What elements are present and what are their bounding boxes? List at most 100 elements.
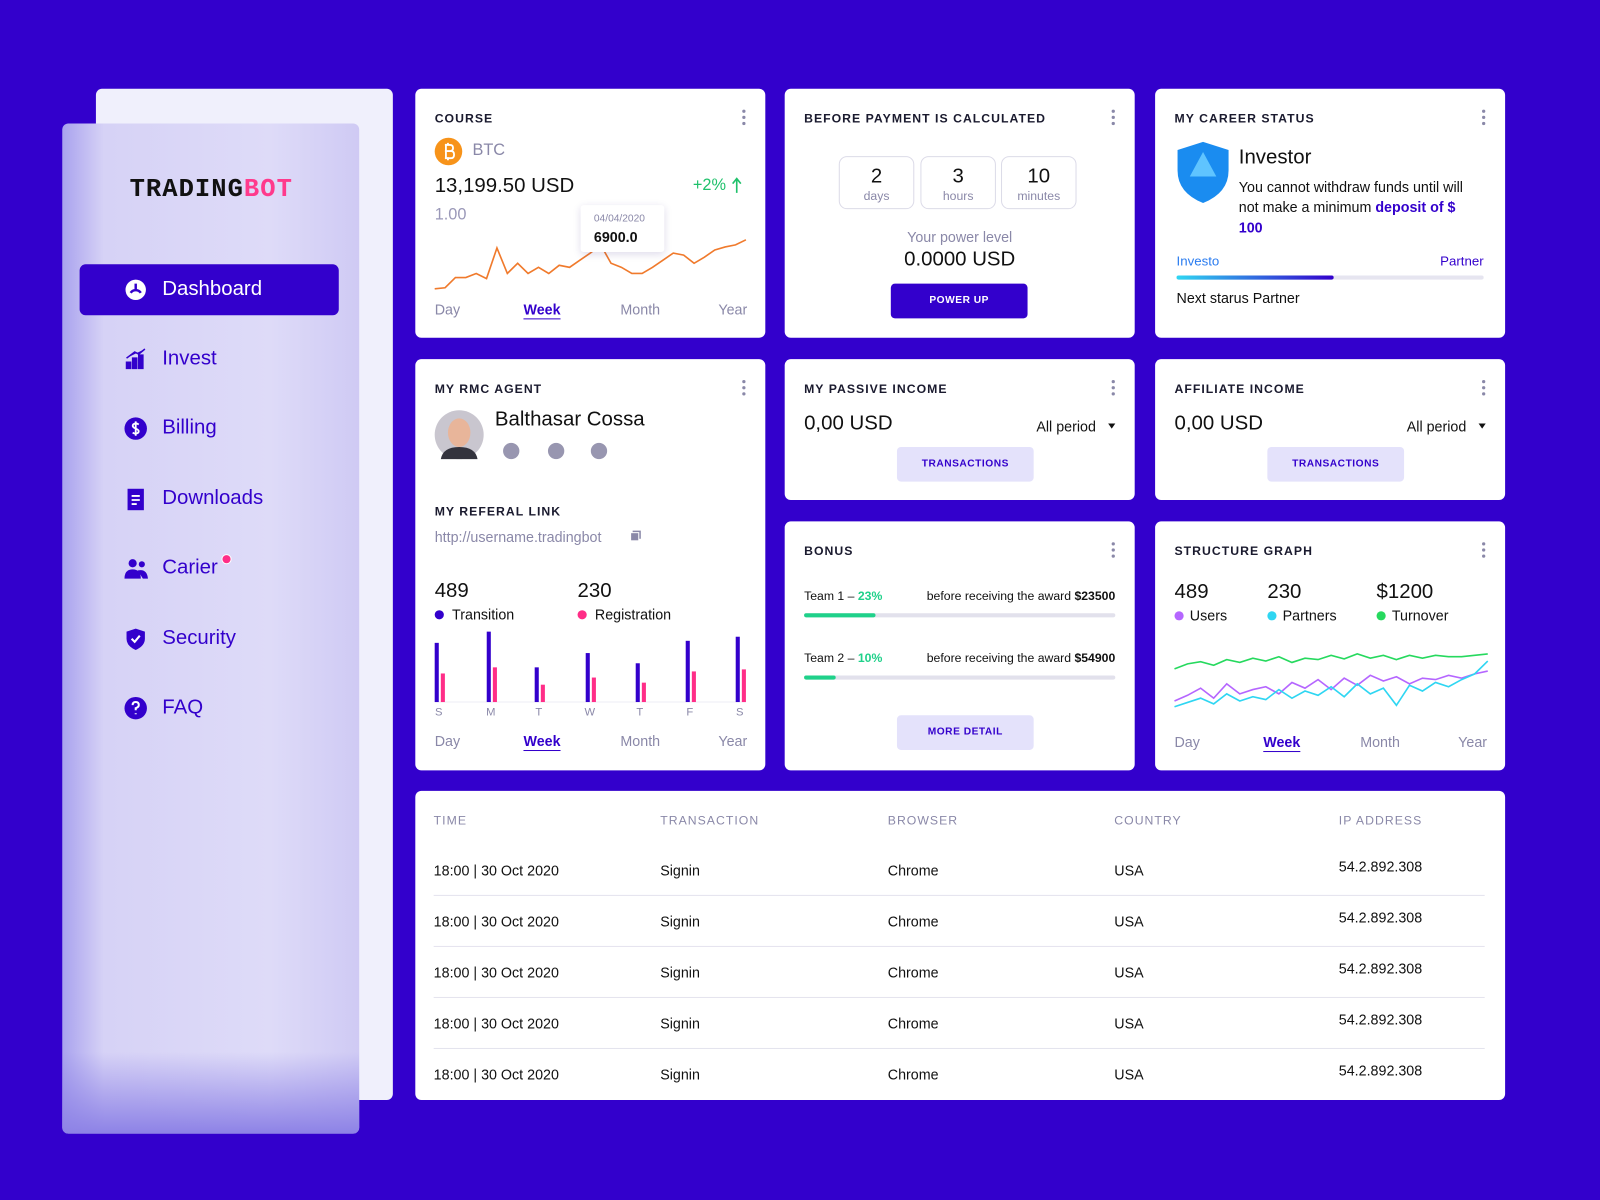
stat-value: 230 [577, 579, 612, 603]
period-tab[interactable]: Year [1458, 733, 1488, 750]
column-header: IP ADDRESS [1338, 813, 1423, 828]
bar [540, 684, 545, 703]
coin: BTC [472, 141, 506, 160]
team-award: before receiving the award $54900 [927, 651, 1116, 665]
icon-shape [630, 532, 640, 542]
dot [1482, 386, 1486, 390]
period-tab[interactable]: Year [718, 301, 748, 318]
table-cell: USA [1114, 964, 1144, 981]
menu-item[interactable]: Dashboard [162, 277, 263, 300]
progress-track [804, 613, 1116, 618]
course-chart [434, 239, 747, 290]
legend-dot [1267, 611, 1277, 621]
legend-dot [577, 610, 587, 620]
button[interactable]: TRANSACTIONS [896, 446, 1034, 482]
bar-chart [434, 631, 746, 703]
career-text: You cannot withdraw funds until will not… [1239, 177, 1468, 238]
icon-shape [138, 561, 145, 568]
period-tab[interactable]: Day [434, 732, 461, 749]
bar [434, 642, 439, 703]
period-tab[interactable]: Week [1263, 733, 1301, 750]
legend-dot [1376, 611, 1386, 621]
period-tab[interactable]: Week [523, 732, 561, 749]
badge [221, 554, 232, 565]
dot [742, 115, 746, 119]
menu-icon [124, 696, 147, 720]
dot [1111, 542, 1115, 546]
avatar [434, 410, 484, 460]
period-tab[interactable]: Week [523, 301, 561, 318]
bar [735, 636, 740, 703]
dot [1482, 392, 1486, 396]
menu-item[interactable]: Carier [162, 556, 218, 579]
table-cell: USA [1114, 913, 1144, 930]
agent-card: MY RMC AGENT Balthasar Cossa MY REFERAL LI… [415, 359, 766, 771]
dot [1482, 548, 1486, 552]
icon-shape [128, 559, 137, 568]
passive-card: MY PASSIVE INCOME 0,00 USD All period TRANS… [784, 359, 1135, 500]
table-cell: 54.2.892.308 [1338, 858, 1423, 875]
timer-box: 2 days [838, 156, 915, 210]
period-tab[interactable]: Month [620, 301, 661, 318]
referral-link[interactable]: http://username.tradingbot [434, 528, 602, 545]
button[interactable]: MORE DETAIL [896, 715, 1034, 750]
btc-icon [434, 137, 463, 166]
table-cell: Chrome [887, 862, 939, 879]
legend-dot [1174, 611, 1184, 621]
icon-shape [1108, 423, 1116, 429]
icon-shape [131, 494, 140, 505]
row-divider [433, 1047, 1485, 1049]
sidebar-fade [62, 1052, 360, 1134]
menu-item[interactable]: Downloads [162, 486, 264, 510]
menu-item[interactable]: Billing [162, 416, 217, 439]
column-header: TRANSACTION [660, 813, 760, 828]
card-title: MY PASSIVE INCOME [804, 381, 948, 396]
dot [1111, 554, 1115, 558]
period-tab[interactable]: Month [1360, 733, 1400, 750]
dot [1482, 109, 1486, 113]
table-cell: 18:00 | 30 Oct 2020 [433, 1066, 559, 1083]
button[interactable]: POWER UP [890, 283, 1028, 319]
column-header: BROWSER [887, 813, 959, 828]
column-header: COUNTRY [1114, 813, 1182, 828]
menu-icon [125, 348, 146, 370]
menu-item[interactable]: FAQ [162, 695, 204, 719]
logo-accent: BOT [243, 174, 293, 205]
progress-from: Investo [1176, 253, 1220, 269]
table-cell: 54.2.892.308 [1338, 1062, 1423, 1079]
period-select[interactable]: All period [1406, 418, 1467, 435]
bar [440, 673, 445, 703]
dot [742, 379, 746, 384]
shield-icon [1177, 141, 1229, 204]
icon-shape [1478, 423, 1486, 429]
button[interactable]: TRANSACTIONS [1267, 446, 1405, 482]
course-card: COURSE BTC 13,199.50 USD +2% 1.00 04/04/2020 6… [415, 88, 766, 338]
x-tick-label: W [584, 706, 596, 719]
period-tab[interactable]: Year [718, 732, 748, 749]
dot [1111, 392, 1115, 396]
card-title: BEFORE PAYMENT IS CALCULATED [804, 111, 1047, 126]
table-cell: 54.2.892.308 [1338, 909, 1423, 926]
menu-item[interactable]: Security [162, 626, 236, 649]
card-title: MY CAREER STATUS [1174, 111, 1315, 126]
period-tab[interactable]: Day [1174, 733, 1200, 750]
menu-item[interactable]: Invest [162, 346, 217, 370]
menu-dots [1111, 542, 1115, 558]
table-cell: Chrome [887, 964, 939, 981]
dot [1482, 542, 1486, 546]
period-tab[interactable]: Month [620, 732, 661, 749]
table-cell: 18:00 | 30 Oct 2020 [433, 964, 559, 981]
legend-label: Turnover [1391, 607, 1449, 624]
period-select[interactable]: All period [1036, 418, 1096, 435]
timer-value: 10 [1027, 165, 1051, 188]
stat-value: 230 [1267, 580, 1302, 604]
period-tab[interactable]: Day [434, 301, 461, 318]
dot [742, 121, 746, 126]
menu-dots [1111, 109, 1115, 126]
legend-label: Transition [452, 606, 515, 623]
bar [492, 667, 497, 703]
team-percent: 10% [857, 651, 883, 666]
card-title: COURSE [434, 111, 494, 126]
text: You cannot withdraw funds until will not… [1238, 178, 1463, 216]
